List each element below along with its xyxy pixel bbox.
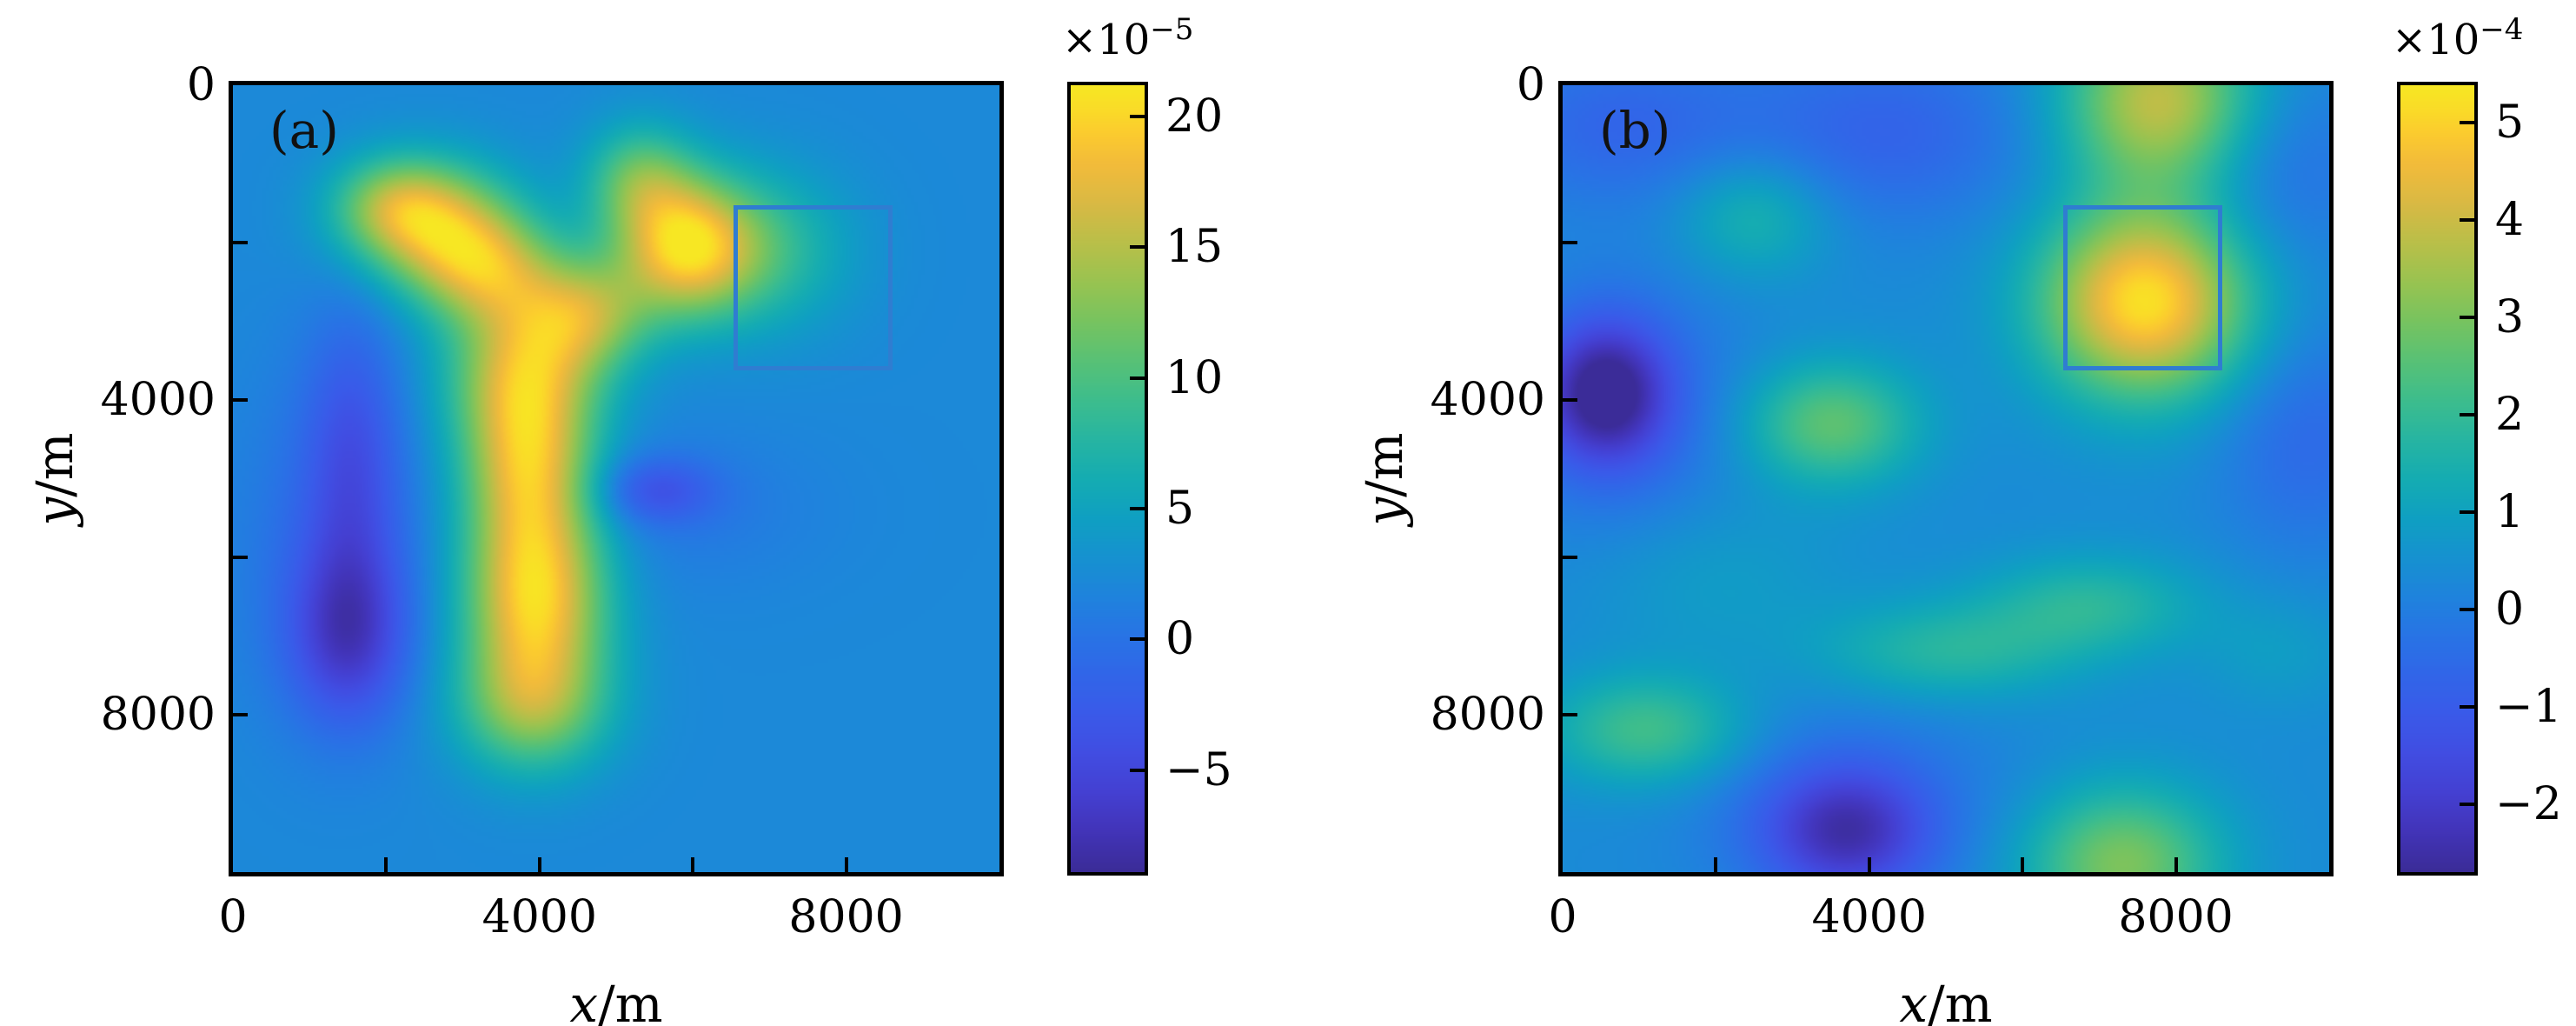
colorbar-tick-mark: [2460, 412, 2474, 416]
colorbar-tick-mark: [1130, 637, 1145, 642]
colorbar-tick-label: −5: [1165, 743, 1232, 796]
panel-label-a: (a): [269, 101, 339, 160]
colorbar-exponent-sup-b: −4: [2480, 12, 2524, 47]
x-tick-label: 8000: [2118, 891, 2234, 943]
y-tick-mark: [233, 241, 248, 244]
colorbar-tick-label: 3: [2495, 290, 2525, 343]
x-axis-label-b: x/m: [1899, 975, 1992, 1026]
colorbar-tick-label: 10: [1165, 351, 1224, 404]
colorbar-tick-label: 0: [2495, 583, 2525, 636]
colorbar-tick-mark: [2460, 802, 2474, 806]
survey-rectangle-a: [734, 204, 893, 371]
y-tick-label: 4000: [100, 374, 216, 426]
heatmap-panel-b: (b): [1558, 81, 2334, 876]
x-tick-label: 4000: [481, 891, 597, 943]
colorbar-tick-mark: [1130, 376, 1145, 380]
heatmap-panel-a: (a): [229, 81, 1004, 876]
y-tick-label: 0: [186, 59, 216, 111]
y-tick-mark: [233, 398, 248, 402]
x-tick-label: 0: [218, 891, 248, 943]
y-tick-label: 8000: [100, 689, 216, 741]
x-axis-letter-b: x: [1899, 975, 1929, 1026]
y-tick-mark: [1563, 713, 1577, 716]
y-tick-label: 8000: [1430, 689, 1545, 741]
y-axis-unit-a: /m: [25, 431, 84, 497]
colorbar-tick-mark: [2460, 217, 2474, 222]
x-axis-unit-a: /m: [598, 975, 663, 1026]
y-tick-mark: [233, 713, 248, 716]
colorbar-tick-label: 1: [2495, 485, 2525, 538]
x-tick-label: 8000: [788, 891, 904, 943]
colorbar-exponent-sup-a: −5: [1150, 12, 1194, 47]
colorbar-exponent-prefix-a: ×10: [1062, 16, 1151, 64]
colorbar-b: [2397, 82, 2478, 876]
y-axis-label-b: y/m: [1355, 432, 1414, 525]
colorbar-exponent-b: ×10−4: [2392, 12, 2523, 64]
colorbar-tick-mark: [2460, 120, 2474, 124]
x-tick-mark: [384, 857, 388, 872]
y-tick-mark: [233, 556, 248, 559]
colorbar-tick-mark: [2460, 510, 2474, 514]
colorbar-tick-label: 4: [2495, 193, 2525, 246]
x-tick-label: 4000: [1811, 891, 1927, 943]
colorbar-tick-mark: [2460, 704, 2474, 709]
y-axis-unit-b: /m: [1355, 431, 1414, 497]
colorbar-tick-label: 2: [2495, 388, 2525, 441]
x-tick-mark: [2021, 857, 2025, 872]
y-tick-mark: [1563, 556, 1577, 559]
colorbar-a: [1067, 82, 1148, 876]
survey-rectangle-b: [2063, 204, 2222, 371]
colorbar-tick-label: 15: [1165, 221, 1224, 274]
x-axis-label-a: x/m: [569, 975, 662, 1026]
y-tick-label: 4000: [1430, 374, 1545, 426]
colorbar-gradient-a: [1071, 85, 1145, 872]
heatmap-canvas-a: [233, 85, 999, 872]
x-tick-mark: [537, 857, 541, 872]
y-tick-label: 0: [1516, 59, 1545, 111]
y-axis-letter-b: y: [1355, 496, 1414, 526]
colorbar-tick-label: −2: [2495, 777, 2562, 830]
panel-label-b: (b): [1599, 101, 1671, 160]
colorbar-tick-mark: [2460, 315, 2474, 319]
colorbar-exponent-prefix-b: ×10: [2392, 16, 2480, 64]
y-tick-mark: [1563, 398, 1577, 402]
colorbar-tick-label: −1: [2495, 680, 2562, 733]
colorbar-gradient-b: [2400, 85, 2474, 872]
colorbar-tick-label: 0: [1165, 613, 1195, 666]
y-tick-mark: [1563, 241, 1577, 244]
colorbar-tick-mark: [1130, 507, 1145, 511]
colorbar-tick-label: 5: [1165, 483, 1195, 536]
y-axis-letter-a: y: [25, 496, 84, 526]
x-tick-mark: [1714, 857, 1718, 872]
x-tick-mark: [1867, 857, 1871, 872]
y-axis-label-a: y/m: [25, 432, 84, 525]
heatmap-canvas-b: [1563, 85, 2329, 872]
x-axis-letter-a: x: [569, 975, 599, 1026]
colorbar-tick-label: 20: [1165, 90, 1224, 143]
colorbar-tick-mark: [2460, 607, 2474, 611]
colorbar-tick-mark: [1130, 768, 1145, 772]
x-tick-label: 0: [1548, 891, 1577, 943]
x-tick-mark: [691, 857, 695, 872]
colorbar-tick-mark: [1130, 245, 1145, 250]
x-axis-unit-b: /m: [1928, 975, 1993, 1026]
x-tick-mark: [2174, 857, 2178, 872]
colorbar-tick-label: 5: [2495, 96, 2525, 149]
colorbar-exponent-a: ×10−5: [1062, 12, 1193, 64]
x-tick-mark: [844, 857, 848, 872]
colorbar-tick-mark: [1130, 115, 1145, 119]
